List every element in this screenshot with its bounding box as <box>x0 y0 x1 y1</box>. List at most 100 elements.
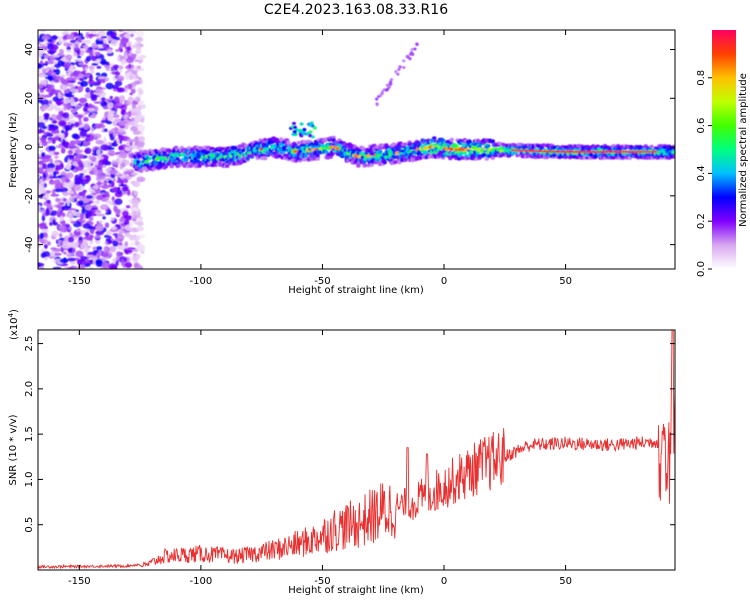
spectrogram-y-ticks: -40 -20 0 20 40 <box>24 43 675 253</box>
noise-cell <box>62 35 67 41</box>
feature-cell <box>308 134 313 138</box>
noise-cell <box>130 82 139 86</box>
x-tick-label: -150 <box>68 276 91 287</box>
noise-cell <box>75 166 84 171</box>
noise-cell <box>68 226 73 230</box>
noise-cell <box>136 30 144 37</box>
noise-cell <box>138 174 143 177</box>
noise-cell <box>58 52 64 57</box>
noise-cell <box>88 103 93 110</box>
noise-cell <box>117 56 121 62</box>
noise-cell <box>119 218 126 222</box>
noise-cell <box>38 239 44 243</box>
snr-marks <box>38 330 675 570</box>
noise-cell <box>90 127 95 132</box>
noise-cell <box>78 58 83 62</box>
noise-cell <box>58 38 63 45</box>
noise-cell <box>67 149 73 155</box>
noise-cell <box>56 36 64 39</box>
noise-cell <box>139 89 144 95</box>
noise-cell <box>73 184 81 192</box>
noise-cell <box>102 261 108 269</box>
noise-cell <box>112 240 119 247</box>
noise-cell <box>103 39 108 45</box>
noise-cell <box>49 104 58 110</box>
noise-cell <box>109 169 118 175</box>
noise-cell <box>96 213 106 217</box>
noise-cell <box>68 236 75 243</box>
noise-cell <box>77 81 81 85</box>
snr-y-axis-label: SNR (10 * v/v) <box>8 414 19 485</box>
ridge-cell <box>137 154 142 159</box>
noise-cell <box>79 173 85 176</box>
noise-cell <box>87 251 95 255</box>
noise-cell <box>84 263 91 267</box>
noise-cell <box>123 215 132 218</box>
noise-cell <box>103 128 108 132</box>
noise-cell <box>63 132 68 138</box>
noise-cell <box>105 82 114 90</box>
noise-cell <box>140 250 145 254</box>
noise-cell <box>55 197 59 203</box>
noise-cell <box>64 223 70 228</box>
ridge-cell <box>490 156 495 160</box>
noise-cell <box>125 262 132 269</box>
noise-cell <box>100 144 109 151</box>
noise-cell <box>68 181 75 188</box>
noise-cell <box>88 216 94 222</box>
noise-cell <box>126 175 131 180</box>
noise-cell <box>113 114 120 118</box>
noise-cell <box>53 171 57 178</box>
noise-cell <box>125 146 132 152</box>
noise-cell <box>114 71 121 76</box>
noise-cell <box>60 147 66 154</box>
noise-cell <box>67 248 73 253</box>
noise-cell <box>131 102 137 109</box>
noise-cell <box>92 185 99 190</box>
noise-cell <box>55 107 63 112</box>
noise-cell <box>124 224 133 232</box>
noise-cell <box>96 149 101 156</box>
ridge-cell <box>162 150 167 155</box>
noise-cell <box>38 154 42 158</box>
noise-cell <box>84 50 93 53</box>
noise-cell <box>67 257 76 262</box>
noise-cell <box>47 163 56 169</box>
noise-cell <box>110 226 118 230</box>
noise-cell <box>59 225 65 233</box>
noise-cell <box>46 241 51 246</box>
noise-cell <box>44 244 48 249</box>
feature-cell <box>299 122 304 126</box>
noise-cell <box>133 190 139 195</box>
noise-cell <box>66 93 70 97</box>
ridge-cell <box>204 151 209 155</box>
noise-cell <box>134 107 142 114</box>
noise-cell <box>120 59 128 65</box>
noise-cell <box>86 56 92 62</box>
snr-x-axis-label: Height of straight line (km) <box>288 585 424 596</box>
noise-cell <box>57 212 66 218</box>
noise-cell <box>117 186 121 191</box>
x-tick-label: -50 <box>314 276 330 287</box>
noise-cell <box>125 73 130 80</box>
noise-cell <box>74 266 78 269</box>
noise-cell <box>135 253 141 259</box>
noise-cell <box>130 87 136 94</box>
noise-cell <box>69 113 74 120</box>
noise-cell <box>38 160 44 165</box>
noise-cell <box>113 126 119 132</box>
ridge-cell <box>262 137 268 142</box>
noise-cell <box>62 181 67 188</box>
noise-cell <box>88 266 94 269</box>
streak-cell <box>396 72 400 76</box>
noise-cell <box>48 179 56 185</box>
noise-cell <box>123 219 130 226</box>
noise-cell <box>66 49 72 53</box>
noise-cell <box>68 120 76 124</box>
noise-cell <box>78 62 84 66</box>
noise-cell <box>47 84 55 89</box>
noise-cell <box>56 114 61 120</box>
noise-cell <box>91 63 99 66</box>
noise-cell <box>116 189 123 195</box>
noise-cell <box>40 137 47 143</box>
